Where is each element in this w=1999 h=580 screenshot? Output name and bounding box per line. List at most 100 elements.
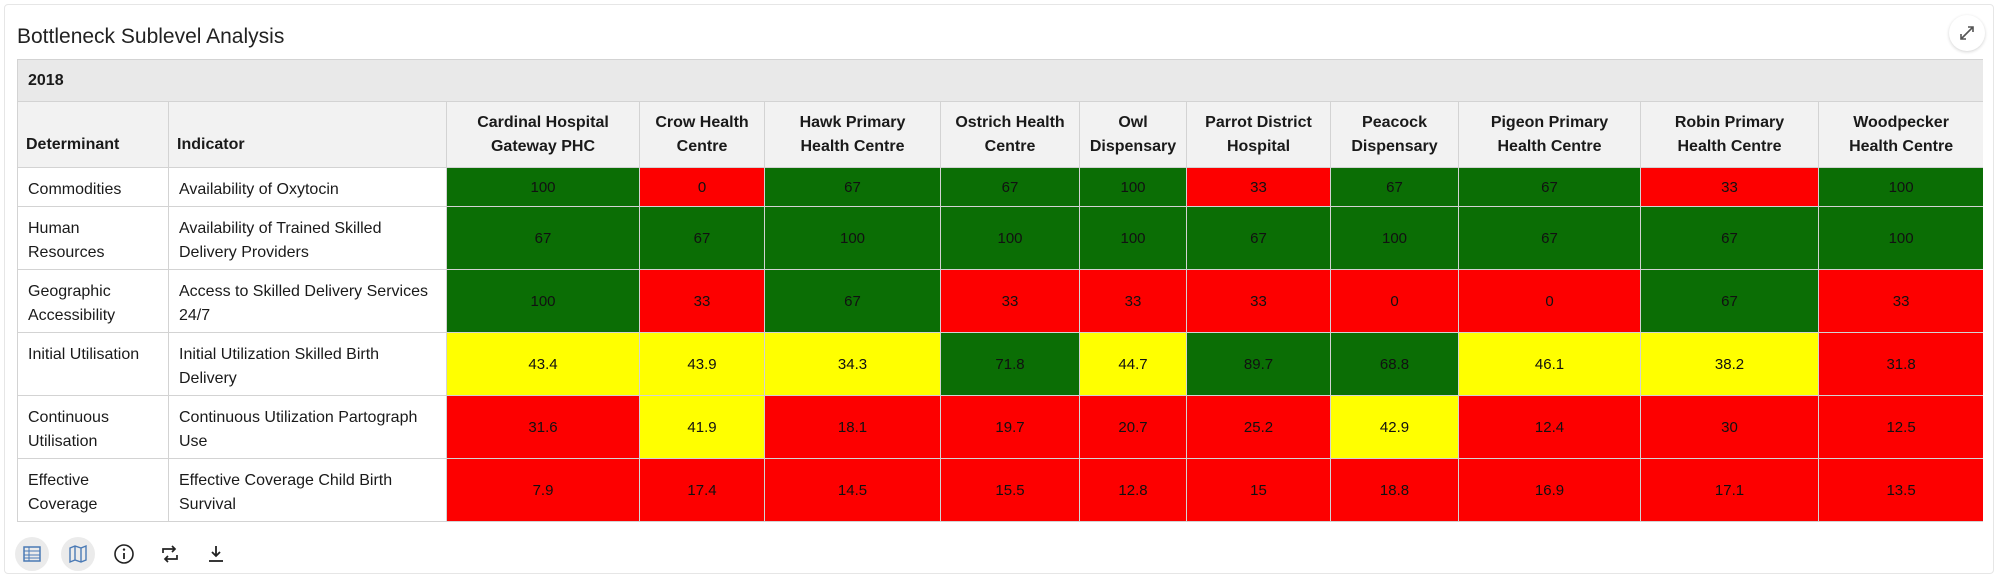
facility-header: Woodpecker Health Centre <box>1817 101 1983 168</box>
swap-axes-icon <box>162 545 178 563</box>
value-cell[interactable]: 100 <box>1079 167 1187 207</box>
value-cell[interactable]: 67 <box>1330 167 1459 207</box>
value-cell[interactable]: 16.9 <box>1458 458 1641 522</box>
pivot-table: 2018 Determinant Indicator Cardinal Hosp… <box>17 59 1983 522</box>
indicator-cell: Availability of Oxytocin <box>168 167 447 207</box>
value-cell[interactable]: 0 <box>1458 269 1641 333</box>
value-cell[interactable]: 33 <box>1079 269 1187 333</box>
value-cell[interactable]: 33 <box>940 269 1080 333</box>
page-title: Bottleneck Sublevel Analysis <box>17 25 285 48</box>
value-cell[interactable]: 41.9 <box>639 395 765 459</box>
facility-header: Hawk Primary Health Centre <box>764 101 941 168</box>
value-cell[interactable]: 89.7 <box>1186 332 1331 396</box>
value-cell[interactable]: 67 <box>1640 206 1819 270</box>
table-row: Commodities Availability of Oxytocin 100 0 6… <box>17 167 1983 207</box>
facility-header: Peacock Dispensary <box>1330 101 1459 168</box>
indicator-cell: Availability of Trained Skilled Delivery… <box>168 206 447 270</box>
value-cell[interactable]: 44.7 <box>1079 332 1187 396</box>
value-cell[interactable]: 100 <box>446 167 640 207</box>
table-row: Human Resources Availability of Trained S… <box>17 206 1983 270</box>
value-cell[interactable]: 67 <box>1458 167 1641 207</box>
download-icon <box>209 546 223 562</box>
value-cell[interactable]: 67 <box>639 206 765 270</box>
value-cell[interactable]: 100 <box>1330 206 1459 270</box>
value-cell[interactable]: 18.8 <box>1330 458 1459 522</box>
determinant-cell: Initial Utilisation <box>17 332 169 396</box>
table-row: Continuous Utilisation Continuous Utiliza… <box>17 395 1983 459</box>
table-view-icon <box>23 546 41 562</box>
toolbar <box>15 537 233 571</box>
value-cell[interactable]: 67 <box>1458 206 1641 270</box>
value-cell[interactable]: 20.7 <box>1079 395 1187 459</box>
value-cell[interactable]: 67 <box>1640 269 1819 333</box>
facility-header: Cardinal Hospital Gateway PHC <box>446 101 640 168</box>
facility-header: Robin Primary Health Centre <box>1640 101 1819 168</box>
value-cell[interactable]: 12.4 <box>1458 395 1641 459</box>
value-cell[interactable]: 100 <box>764 206 941 270</box>
indicator-cell: Continuous Utilization Partograph Use <box>168 395 447 459</box>
value-cell[interactable]: 13.5 <box>1817 458 1983 522</box>
indicator-cell: Access to Skilled Delivery Services 24/7 <box>168 269 447 333</box>
pivot-table-container[interactable]: 2018 Determinant Indicator Cardinal Hosp… <box>17 59 1983 557</box>
table-row: Effective Coverage Effective Coverage Chi… <box>17 458 1983 522</box>
info-button[interactable] <box>107 537 141 571</box>
determinant-header: Determinant <box>17 101 169 168</box>
table-row: Initial Utilisation Initial Utilization S… <box>17 332 1983 396</box>
value-cell[interactable]: 42.9 <box>1330 395 1459 459</box>
value-cell[interactable]: 19.7 <box>940 395 1080 459</box>
value-cell[interactable]: 67 <box>764 167 941 207</box>
value-cell[interactable]: 33 <box>1186 269 1331 333</box>
value-cell[interactable]: 31.8 <box>1817 332 1983 396</box>
value-cell[interactable]: 0 <box>639 167 765 207</box>
value-cell[interactable]: 33 <box>639 269 765 333</box>
value-cell[interactable]: 100 <box>940 206 1080 270</box>
value-cell[interactable]: 14.5 <box>764 458 941 522</box>
value-cell[interactable]: 30 <box>1640 395 1819 459</box>
determinant-cell: Human Resources <box>17 206 169 270</box>
indicator-cell: Initial Utilization Skilled Birth Delive… <box>168 332 447 396</box>
value-cell[interactable]: 67 <box>940 167 1080 207</box>
value-cell[interactable]: 71.8 <box>940 332 1080 396</box>
value-cell[interactable]: 18.1 <box>764 395 941 459</box>
value-cell[interactable]: 100 <box>1817 206 1983 270</box>
value-cell[interactable]: 43.4 <box>446 332 640 396</box>
expand-button[interactable] <box>1949 15 1985 51</box>
value-cell[interactable]: 7.9 <box>446 458 640 522</box>
value-cell[interactable]: 67 <box>764 269 941 333</box>
facility-header: Parrot District Hospital <box>1186 101 1331 168</box>
value-cell[interactable]: 43.9 <box>639 332 765 396</box>
value-cell[interactable]: 12.5 <box>1817 395 1983 459</box>
value-cell[interactable]: 33 <box>1817 269 1983 333</box>
value-cell[interactable]: 33 <box>1640 167 1819 207</box>
map-view-button[interactable] <box>61 537 95 571</box>
facility-header: Crow Health Centre <box>639 101 765 168</box>
value-cell[interactable]: 25.2 <box>1186 395 1331 459</box>
map-view-icon <box>69 544 87 564</box>
indicator-cell: Effective Coverage Child Birth Survival <box>168 458 447 522</box>
value-cell[interactable]: 34.3 <box>764 332 941 396</box>
value-cell[interactable]: 0 <box>1330 269 1459 333</box>
table-view-button[interactable] <box>15 537 49 571</box>
swap-axes-button[interactable] <box>153 537 187 571</box>
value-cell[interactable]: 100 <box>446 269 640 333</box>
value-cell[interactable]: 67 <box>446 206 640 270</box>
value-cell[interactable]: 100 <box>1079 206 1187 270</box>
value-cell[interactable]: 100 <box>1817 167 1983 207</box>
value-cell[interactable]: 31.6 <box>446 395 640 459</box>
determinant-cell: Commodities <box>17 167 169 207</box>
value-cell[interactable]: 15 <box>1186 458 1331 522</box>
value-cell[interactable]: 46.1 <box>1458 332 1641 396</box>
year-header: 2018 <box>17 59 1983 102</box>
value-cell[interactable]: 12.8 <box>1079 458 1187 522</box>
facility-header: Owl Dispensary <box>1079 101 1187 168</box>
download-button[interactable] <box>199 537 233 571</box>
value-cell[interactable]: 17.1 <box>1640 458 1819 522</box>
value-cell[interactable]: 17.4 <box>639 458 765 522</box>
facility-header: Pigeon Primary Health Centre <box>1458 101 1641 168</box>
determinant-cell: Geographic Accessibility <box>17 269 169 333</box>
value-cell[interactable]: 68.8 <box>1330 332 1459 396</box>
value-cell[interactable]: 38.2 <box>1640 332 1819 396</box>
value-cell[interactable]: 33 <box>1186 167 1331 207</box>
value-cell[interactable]: 67 <box>1186 206 1331 270</box>
value-cell[interactable]: 15.5 <box>940 458 1080 522</box>
